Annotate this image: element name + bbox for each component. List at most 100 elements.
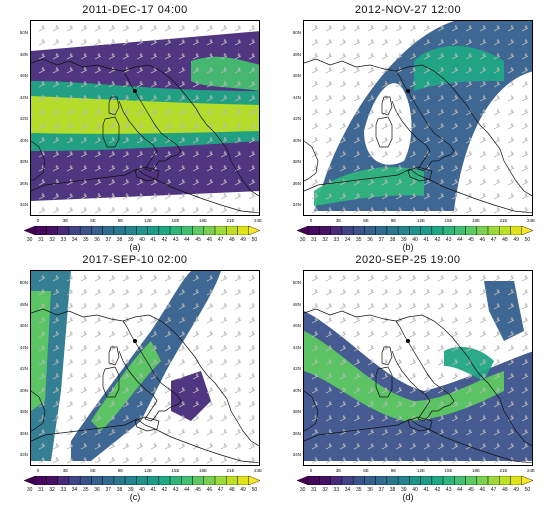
latitude-tick-label: 38N (19, 159, 28, 164)
colorbar-label: 38 (116, 237, 123, 243)
longitude-tick-label: 12E (416, 468, 426, 473)
longitude-tick-label: 21E (499, 468, 508, 473)
latitude-tick-label: 38N (292, 409, 301, 414)
latitude-tick-label: 48N (292, 301, 301, 307)
colorbar-label: 40 (412, 237, 418, 243)
colorbar-label: 38 (389, 237, 396, 243)
colorbar-swatch (521, 476, 533, 485)
colorbar-swatch (113, 226, 126, 235)
colorbar-label: 32 (49, 237, 55, 243)
latitude-tick-label: 46N (292, 323, 301, 328)
no-data-region (364, 83, 412, 165)
colorbar-swatch (147, 476, 160, 485)
colorbar-label: 44 (457, 487, 463, 493)
colorbar-label: 49 (240, 487, 246, 493)
wind-speed-field (304, 311, 532, 461)
longitude-tick-label: 24E (253, 468, 263, 473)
colorbar-swatch (386, 476, 399, 485)
colorbar-label: 38 (389, 487, 396, 493)
map-area (303, 20, 533, 216)
colorbar-swatch (248, 226, 260, 235)
latitude-tick-label: 50N (292, 30, 301, 35)
longitude-tick-label: 12E (143, 468, 153, 473)
colorbar-swatch (454, 226, 466, 235)
latitude-tick-label: 48N (19, 301, 28, 307)
colorbar-swatch (35, 226, 47, 235)
latitude-tick-label: 40N (19, 137, 28, 143)
colorbar-label: 38 (116, 487, 123, 493)
colorbar-label: 33 (333, 487, 340, 493)
wind-speed-field (414, 46, 504, 91)
longitude-tick-label: 0 (36, 218, 40, 223)
colorbar-swatch (158, 476, 171, 485)
colorbar-swatch (46, 226, 58, 235)
latitude-tick-label: 48N (292, 51, 301, 57)
colorbar-swatch (420, 226, 433, 235)
latitude-tick-label: 44N (19, 344, 28, 350)
wind-barbs (38, 24, 256, 214)
wind-speed-field (171, 371, 211, 421)
longitude-tick-label: 9E (117, 468, 124, 473)
colorbar-label: 46 (206, 237, 213, 243)
wind-speed-field (31, 291, 51, 411)
map-panel: 2012-NOV-27 12:00 50N 48N 46N 44N 42N 40N 38N 36… (283, 4, 536, 254)
colorbar-swatch (79, 476, 92, 485)
colorbar-label: 50 (524, 487, 531, 493)
wind-speed-field (484, 281, 524, 341)
colorbar-swatch (68, 476, 81, 485)
colorbar-swatch (297, 476, 309, 485)
map-area (303, 270, 533, 466)
colorbar-label: 44 (457, 237, 463, 243)
colorbar-label: 35 (83, 237, 89, 243)
longitude-tick-label: 0 (36, 468, 40, 473)
colorbar-swatch (308, 226, 320, 235)
colorbar-label: 35 (356, 237, 362, 243)
colorbar-label: 43 (445, 237, 452, 243)
colorbar-label: 41 (423, 237, 430, 243)
colorbar-swatch (158, 226, 171, 235)
colorbar-swatch (308, 476, 320, 485)
colorbar-label: 33 (60, 487, 67, 493)
colorbar (297, 476, 533, 485)
latitude-tick-label: 50N (19, 30, 28, 35)
colorbar-swatch (465, 476, 478, 485)
colorbar-label: 37 (378, 237, 385, 243)
colorbar-label: 44 (184, 487, 190, 493)
longitude-tick-label: 9E (390, 218, 397, 223)
colorbar-swatch (169, 226, 182, 235)
colorbar-label: 45 (195, 487, 201, 493)
longitude-tick-label: 21E (226, 218, 235, 223)
longitude-tick-label: 18E (198, 218, 208, 223)
latitude-tick-label: 50N (19, 280, 28, 285)
colorbar-label: 31 (311, 487, 317, 493)
colorbar-swatch (24, 226, 36, 235)
longitude-tick-label: 15E (444, 218, 453, 223)
colorbar-label: 47 (217, 487, 224, 493)
colorbar-label: 42 (161, 487, 168, 493)
panel-title: 2017-SEP-10 02:00 (82, 254, 188, 266)
colorbar-label: 50 (251, 237, 258, 243)
colorbar-swatch (124, 476, 137, 485)
colorbar-label: 39 (127, 487, 134, 493)
coastlines (31, 308, 259, 464)
latitude-tick-label: 46N (19, 323, 28, 328)
colorbar-label: 35 (83, 487, 89, 493)
location-marker (133, 339, 137, 343)
colorbar-label: 42 (434, 237, 441, 243)
colorbar-label: 47 (490, 487, 497, 493)
map-area (30, 270, 260, 466)
colorbar-swatch (465, 226, 478, 235)
colorbar-label: 39 (400, 237, 407, 243)
latitude-tick-label: 36N (19, 430, 28, 436)
panel-label: (b) (402, 242, 414, 252)
colorbar-label: 30 (26, 487, 33, 493)
colorbar-swatch (341, 226, 354, 235)
colorbar-swatch (487, 226, 500, 235)
colorbar-swatch (442, 476, 455, 485)
colorbar-swatch (431, 476, 444, 485)
longitude-tick-label: 24E (526, 218, 536, 223)
latitude-tick-label: 42N (292, 116, 301, 121)
wind-barbs (311, 24, 529, 214)
latitude-tick-label: 34N (292, 452, 301, 457)
latitude-tick-label: 40N (19, 387, 28, 393)
